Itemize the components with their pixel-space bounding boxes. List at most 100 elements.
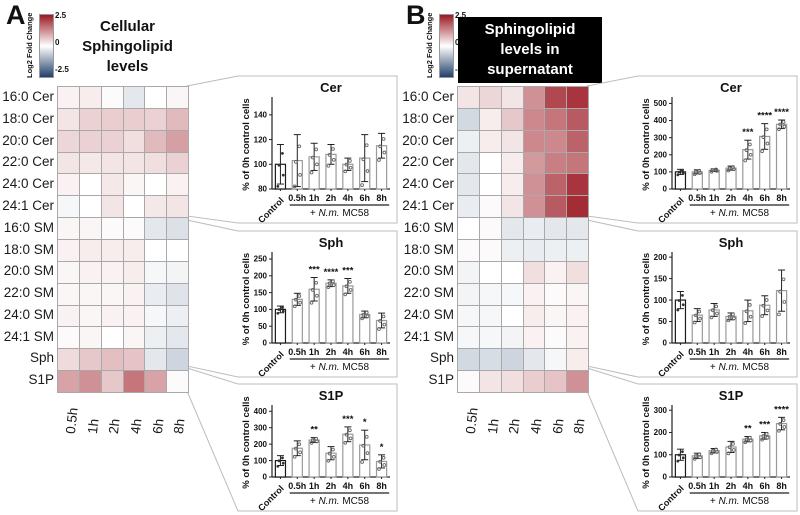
x-tick-label: 2h xyxy=(326,193,337,203)
heatmap-col-label: 2h xyxy=(506,418,523,435)
heatmap-col-label: 4h xyxy=(527,418,545,435)
data-point xyxy=(731,448,736,452)
data-point xyxy=(382,322,387,327)
heatmap-cell xyxy=(101,130,123,152)
heatmap-cell xyxy=(79,261,101,283)
data-point xyxy=(343,169,348,174)
heatmap-cell xyxy=(79,305,101,327)
data-point xyxy=(277,308,281,311)
data-point xyxy=(348,428,352,433)
data-point xyxy=(710,448,715,453)
y-tick-label: 0 xyxy=(663,473,668,482)
title-line: Sphingolipid xyxy=(484,21,576,38)
heatmap-cell xyxy=(123,283,145,305)
y-tick-label: 50 xyxy=(258,322,267,331)
data-point xyxy=(331,283,336,287)
heatmap-cell xyxy=(58,174,79,196)
data-point xyxy=(782,300,787,304)
y-tick-label: 150 xyxy=(254,288,268,297)
data-point xyxy=(327,281,332,286)
panel-letter-A: A xyxy=(6,0,26,30)
data-point xyxy=(782,124,787,129)
heatmap-cell xyxy=(458,349,479,371)
heatmap-cell xyxy=(523,327,545,349)
data-point xyxy=(697,452,702,457)
heatmap-cell xyxy=(501,218,523,239)
treatment-label: + N.m. MC58 xyxy=(310,496,370,507)
data-point xyxy=(714,447,718,452)
data-point xyxy=(377,327,381,331)
heatmap-cell xyxy=(58,261,79,283)
x-tick-label: 0.5h xyxy=(688,193,706,203)
heatmap-cell xyxy=(479,305,501,327)
heatmap-cell xyxy=(545,196,567,218)
heatmap-cell xyxy=(101,371,123,392)
heatmap-row-label: 24:1 Cer xyxy=(2,197,54,213)
data-point xyxy=(726,318,731,323)
chart-title: Cer xyxy=(720,80,742,95)
data-point xyxy=(297,144,302,149)
heatmap-cell xyxy=(458,108,479,130)
data-point xyxy=(761,434,766,438)
x-tick-label: 1h xyxy=(309,193,320,203)
title-line: Sphingolipid xyxy=(82,38,173,55)
y-tick-label: 300 xyxy=(654,133,668,142)
heatmap-cell xyxy=(479,108,501,130)
heatmap-cell xyxy=(123,196,145,218)
data-point xyxy=(761,303,766,308)
heatmap-cell xyxy=(567,130,588,152)
data-point xyxy=(294,446,298,451)
heatmap-cell xyxy=(145,261,167,283)
data-point xyxy=(298,450,302,455)
heatmap-cell xyxy=(458,371,479,392)
data-point xyxy=(281,173,285,177)
y-tick-label: 200 xyxy=(654,428,668,437)
y-axis-label: % of 0h control cells xyxy=(641,253,652,345)
heatmap-cell xyxy=(79,327,101,349)
heatmap-cell xyxy=(523,108,545,130)
heatmap-cell xyxy=(167,130,188,152)
data-point xyxy=(315,293,319,298)
data-point xyxy=(743,440,748,445)
y-tick-label: 200 xyxy=(654,150,668,159)
heatmap-cell xyxy=(523,349,545,371)
colorbar-gradient xyxy=(39,14,54,78)
heatmap-col-label: 8h xyxy=(171,418,188,435)
significance-label: * xyxy=(363,417,367,428)
x-tick-label: 8h xyxy=(376,347,387,357)
data-point xyxy=(778,289,783,294)
heatmap-cell xyxy=(458,218,479,239)
data-point xyxy=(364,310,369,315)
heatmap-cell xyxy=(101,87,123,108)
data-point xyxy=(697,309,702,314)
heatmap-row-label: 18:0 SM xyxy=(403,241,454,257)
x-tick-label: 0.5h xyxy=(688,347,706,357)
heatmap-cell xyxy=(501,87,523,108)
heatmap-cell xyxy=(545,87,567,108)
heatmap-cell xyxy=(145,87,167,108)
heatmap-cell xyxy=(545,130,567,152)
heatmap-row-label: 16:0 Cer xyxy=(402,89,454,104)
heatmap-cell xyxy=(501,327,523,349)
heatmap-cell xyxy=(145,196,167,218)
x-tick-label: 0.5h xyxy=(288,481,306,491)
significance-label: * xyxy=(380,442,384,453)
data-point xyxy=(276,311,280,315)
heatmap-cell xyxy=(101,305,123,327)
data-point xyxy=(297,294,302,298)
significance-label: **** xyxy=(757,111,772,122)
data-point xyxy=(377,467,381,471)
heatmap-cell xyxy=(58,87,79,108)
heatmap-cell xyxy=(458,327,479,349)
x-tick-label: 4h xyxy=(343,193,354,203)
heatmap-row-label: 16:0 Cer xyxy=(2,89,54,104)
heatmap-cell xyxy=(101,240,123,261)
x-tick-label: 8h xyxy=(376,193,387,203)
heatmap-cell xyxy=(545,261,567,283)
y-axis-label: % of 0h control cells xyxy=(641,98,652,190)
y-tick-label: 400 xyxy=(254,407,268,416)
treatment-label: + N.m. MC58 xyxy=(310,362,370,373)
heatmap-cell xyxy=(167,218,188,239)
y-tick-label: 0 xyxy=(263,473,268,482)
heatmap-cell xyxy=(501,152,523,174)
